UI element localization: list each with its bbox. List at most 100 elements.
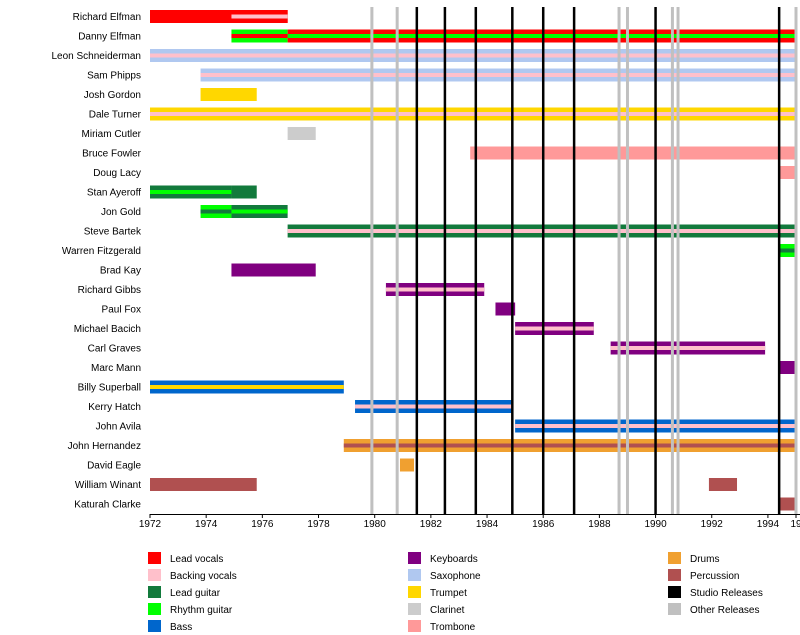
x-tick-label-9: 1990 bbox=[644, 519, 667, 530]
bar-stripe-jon-gold-0 bbox=[200, 209, 232, 214]
bar-david-eagle-0 bbox=[399, 458, 415, 472]
member-label-john-avila: John Avila bbox=[96, 422, 142, 433]
member-label-warren-fitzgerald: Warren Fitzgerald bbox=[62, 246, 141, 257]
member-label-danny-elfman: Danny Elfman bbox=[78, 32, 141, 43]
bar-katurah-clarke-0 bbox=[779, 497, 796, 511]
member-label-leon-schneiderman: Leon Schneiderman bbox=[51, 51, 141, 62]
x-tick-label-7: 1986 bbox=[532, 519, 555, 530]
legend-swatch-rhythm-guitar bbox=[148, 603, 161, 615]
bar-stripe-dale-turner-0 bbox=[150, 112, 796, 116]
member-label-stan-ayeroff: Stan Ayeroff bbox=[87, 188, 141, 199]
legend-label-other: Other Releases bbox=[690, 605, 759, 616]
bar-stripe-danny-elfman-1 bbox=[287, 34, 796, 38]
bar-marc-mann-0 bbox=[779, 361, 796, 374]
member-label-jon-gold: Jon Gold bbox=[101, 207, 141, 218]
bar-stripe-leon-schneiderman-0 bbox=[150, 53, 796, 58]
legend-label-saxophone: Saxophone bbox=[430, 571, 481, 582]
bar-stripe-carl-graves-0 bbox=[610, 346, 766, 350]
legend-swatch-drums bbox=[668, 552, 681, 564]
member-label-john-hernandez: John Hernandez bbox=[68, 441, 141, 452]
bar-stripe-michael-bacich-0 bbox=[515, 326, 594, 331]
plot-area bbox=[150, 7, 796, 514]
member-label-bruce-fowler: Bruce Fowler bbox=[82, 149, 142, 160]
legend-swatch-backing-vocals bbox=[148, 569, 161, 581]
legend-swatch-bass bbox=[148, 620, 161, 632]
x-tick-label-3: 1978 bbox=[307, 519, 330, 530]
member-label-carl-graves: Carl Graves bbox=[88, 344, 141, 355]
x-tick-label-12: 19 bbox=[790, 519, 800, 530]
legend-label-clarinet: Clarinet bbox=[430, 605, 465, 616]
legend-label-rhythm-guitar: Rhythm guitar bbox=[170, 605, 233, 616]
legend-label-bass: Bass bbox=[170, 622, 192, 633]
member-label-sam-phipps: Sam Phipps bbox=[87, 71, 141, 82]
bar-stripe-danny-elfman-0 bbox=[231, 34, 288, 38]
bar-stripe-warren-fitzgerald-0 bbox=[779, 248, 796, 253]
legend-swatch-trumpet bbox=[408, 586, 421, 598]
release-lines bbox=[370, 7, 798, 514]
legend-label-percussion: Percussion bbox=[690, 571, 739, 582]
legend-swatch-percussion bbox=[668, 569, 681, 581]
bar-bruce-fowler-0 bbox=[470, 146, 796, 160]
x-tick-label-10: 1992 bbox=[701, 519, 724, 530]
member-label-dale-turner: Dale Turner bbox=[89, 110, 142, 121]
bar-stripe-kerry-hatch-0 bbox=[355, 404, 513, 409]
legend-swatch-studio bbox=[668, 586, 681, 598]
legend-swatch-keyboards bbox=[408, 552, 421, 564]
legend-label-studio: Studio Releases bbox=[690, 588, 763, 599]
bar-josh-gordon-0 bbox=[200, 88, 257, 101]
bar-paul-fox-0 bbox=[495, 302, 516, 316]
legend-label-lead-vocals: Lead vocals bbox=[170, 554, 223, 565]
member-label-steve-bartek: Steve Bartek bbox=[84, 227, 142, 238]
bar-stripe-jon-gold-1 bbox=[231, 209, 288, 214]
legend-label-trumpet: Trumpet bbox=[430, 588, 467, 599]
member-label-katurah-clarke: Katurah Clarke bbox=[74, 500, 141, 511]
bar-stripe-sam-phipps-0 bbox=[200, 73, 796, 77]
bar-stripe-billy-superball-0 bbox=[150, 385, 344, 389]
legend-swatch-trombone bbox=[408, 620, 421, 632]
bar-doug-lacy-0 bbox=[779, 166, 796, 179]
member-label-marc-mann: Marc Mann bbox=[91, 363, 141, 374]
member-label-david-eagle: David Eagle bbox=[87, 461, 141, 472]
legend-swatch-other bbox=[668, 603, 681, 615]
legend-label-trombone: Trombone bbox=[430, 622, 476, 633]
legend-label-lead-guitar: Lead guitar bbox=[170, 588, 221, 599]
bar-stan-ayeroff-1 bbox=[231, 185, 257, 199]
member-label-doug-lacy: Doug Lacy bbox=[93, 168, 141, 179]
x-tick-label-2: 1976 bbox=[251, 519, 274, 530]
member-label-william-winant: William Winant bbox=[75, 480, 141, 491]
bar-william-winant-0 bbox=[150, 478, 257, 491]
legend-label-backing-vocals: Backing vocals bbox=[170, 571, 237, 582]
x-tick-label-8: 1988 bbox=[588, 519, 611, 530]
legend-swatch-clarinet bbox=[408, 603, 421, 615]
member-label-miriam-cutler: Miriam Cutler bbox=[82, 129, 142, 140]
member-label-billy-superball: Billy Superball bbox=[78, 383, 141, 394]
x-tick-label-11: 1994 bbox=[757, 519, 780, 530]
x-axis: 1972 1974 1976 1978 1980 1982 1984 1986 1988 1990… bbox=[139, 514, 800, 530]
member-label-brad-kay: Brad Kay bbox=[100, 266, 141, 277]
member-bars bbox=[150, 10, 796, 511]
bar-stripe-john-hernandez-0 bbox=[343, 443, 796, 448]
member-label-richard-gibbs: Richard Gibbs bbox=[78, 285, 141, 296]
legend-swatch-lead-vocals bbox=[148, 552, 161, 564]
bar-stripe-steve-bartek-0 bbox=[287, 229, 796, 233]
bar-william-winant-1 bbox=[708, 478, 738, 491]
member-label-josh-gordon: Josh Gordon bbox=[84, 90, 141, 101]
member-label-paul-fox: Paul Fox bbox=[102, 305, 141, 316]
bar-miriam-cutler-0 bbox=[287, 127, 316, 140]
legend-label-keyboards: Keyboards bbox=[430, 554, 478, 565]
legend-label-drums: Drums bbox=[690, 554, 719, 565]
bar-stripe-richard-gibbs-0 bbox=[385, 287, 485, 292]
member-label-richard-elfman: Richard Elfman bbox=[73, 12, 141, 23]
x-tick-label-4: 1980 bbox=[364, 519, 387, 530]
legend: Lead vocals Backing vocals Lead guitar Rhyt… bbox=[148, 552, 763, 633]
x-tick-label-6: 1984 bbox=[476, 519, 499, 530]
member-label-kerry-hatch: Kerry Hatch bbox=[88, 402, 141, 413]
member-label-michael-bacich: Michael Bacich bbox=[74, 324, 141, 335]
legend-swatch-lead-guitar bbox=[148, 586, 161, 598]
legend-swatch-saxophone bbox=[408, 569, 421, 581]
x-tick-label-0: 1972 bbox=[139, 519, 162, 530]
bar-stripe-richard-elfman-1 bbox=[231, 14, 288, 19]
x-tick-label-5: 1982 bbox=[420, 519, 443, 530]
bar-brad-kay-0 bbox=[231, 263, 316, 277]
